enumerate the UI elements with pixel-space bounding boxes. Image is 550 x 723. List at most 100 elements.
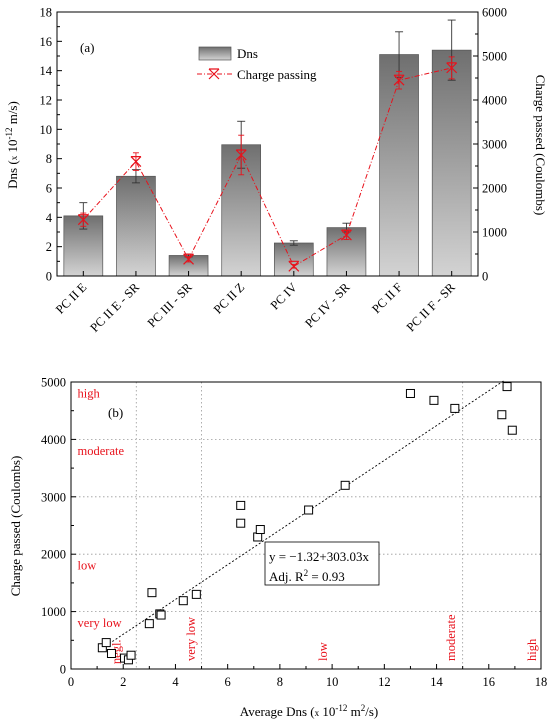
data-point xyxy=(144,619,154,629)
x-tick-label: 16 xyxy=(483,675,496,689)
panel-label-b: (b) xyxy=(108,405,123,420)
data-point xyxy=(429,395,439,405)
zone-label-x: very low xyxy=(184,617,198,661)
y2-tick-label: 4000 xyxy=(482,94,507,108)
y-tick-label: 2000 xyxy=(41,548,66,562)
charge-marker xyxy=(446,62,458,74)
charge-marker xyxy=(183,253,194,265)
x-category-label: PC II E xyxy=(53,280,90,317)
y-tick-label: 16 xyxy=(40,35,53,49)
x-tick-label: 8 xyxy=(277,675,283,689)
y2-tick-label: 0 xyxy=(482,270,488,284)
y-tick-label: 1000 xyxy=(41,605,66,619)
y-tick-label: 5000 xyxy=(41,376,66,390)
x-category-label: PC II Z xyxy=(211,280,247,316)
x-axis-categories: PC II EPC II E - SR PC III - SR PC II Z PC … xyxy=(53,271,458,335)
x-tick-label: 18 xyxy=(535,675,548,689)
charge-marker xyxy=(130,156,142,168)
y-tick-label: 10 xyxy=(40,123,53,137)
legend-charge-marker xyxy=(208,68,220,80)
y-axis-ticks-b: 0 1000 2000 3000 4000 5000 xyxy=(41,376,76,677)
zone-label-x: moderate xyxy=(444,614,458,661)
zone-label-y: very low xyxy=(78,616,122,630)
zone-label-x: low xyxy=(316,642,330,661)
zone-label-x: high xyxy=(525,638,539,661)
data-point xyxy=(255,525,265,535)
data-point xyxy=(101,638,111,648)
legend-a: Dns Charge passing xyxy=(197,46,317,82)
fit-line xyxy=(102,379,505,649)
data-point xyxy=(450,403,460,413)
x-axis-ticks-b: 0 2 4 6 8 10 12 14 16 18 xyxy=(68,664,547,689)
y-tick-label: 0 xyxy=(46,270,52,284)
data-point xyxy=(340,480,350,490)
charge-passing-series xyxy=(77,56,458,272)
data-point xyxy=(156,610,166,620)
data-point xyxy=(507,425,517,435)
y2-tick-label: 2000 xyxy=(482,182,507,196)
data-point xyxy=(253,532,263,542)
data-point xyxy=(147,588,157,598)
data-point xyxy=(304,505,314,515)
fit-annotation: y = −1.32+303.03x Adj. R2 = 0.93 xyxy=(264,541,380,586)
x-tick-label: 6 xyxy=(225,675,231,689)
y-tick-label: 3000 xyxy=(41,490,66,504)
legend-dns-swatch xyxy=(198,46,232,61)
y-tick-label: 2 xyxy=(46,240,52,254)
charge-passing-line xyxy=(82,67,452,268)
data-point xyxy=(126,650,136,660)
x-category-label: PC III - SR xyxy=(145,280,195,330)
x-category-label: PC II F xyxy=(369,280,405,316)
data-point xyxy=(106,649,116,659)
charge-marker xyxy=(235,149,247,161)
charge-marker xyxy=(341,229,352,241)
data-point xyxy=(236,518,246,528)
x-tick-label: 14 xyxy=(430,675,443,689)
x-tick-label: 2 xyxy=(120,675,126,689)
y-axis-title-a: Dns (x 10-12 m/s) xyxy=(4,101,20,189)
x-tick-label: 4 xyxy=(172,675,179,689)
x-category-label: PC IV xyxy=(268,280,300,312)
y2-axis-title-a: Charge passed (Coulombs) xyxy=(533,75,548,216)
regression-line xyxy=(102,379,505,649)
legend-charge-label: Charge passing xyxy=(237,67,317,82)
dns-bar xyxy=(273,242,314,277)
y-tick-label: 6 xyxy=(46,182,52,196)
scatter-series xyxy=(97,382,517,665)
panel-label-a: (a) xyxy=(80,40,94,55)
y-tick-label: 18 xyxy=(40,6,53,20)
zone-label-y: moderate xyxy=(78,444,125,458)
fit-equation: y = −1.32+303.03x xyxy=(269,549,369,564)
left-axis-ticks: 0 2 4 6 8 10 12 14 16 18 xyxy=(40,6,62,284)
data-point xyxy=(191,589,201,599)
x-category-label: PC II E - SR xyxy=(87,280,142,335)
charge-marker xyxy=(288,260,300,272)
x-tick-label: 10 xyxy=(326,675,339,689)
charge-marker xyxy=(393,74,405,86)
y-tick-label: 0 xyxy=(60,663,66,677)
y-tick-label: 14 xyxy=(40,64,53,78)
x-category-label: PC IV - SR xyxy=(302,280,353,331)
data-point xyxy=(405,388,415,398)
data-point xyxy=(178,596,188,606)
dns-bar xyxy=(116,175,156,277)
legend-dns-label: Dns xyxy=(237,46,258,61)
charge-marker xyxy=(77,214,89,226)
data-point xyxy=(497,410,507,420)
y-axis-title-b: Charge passed (Coulombs) xyxy=(8,456,23,597)
data-point xyxy=(502,382,512,392)
y-tick-label: 8 xyxy=(46,152,52,166)
grid-b xyxy=(71,382,541,669)
zone-label-y: low xyxy=(78,559,97,573)
x-tick-label: 0 xyxy=(68,675,74,689)
fit-r2: Adj. R2 = 0.93 xyxy=(269,568,345,584)
fit-annotation-box xyxy=(264,541,380,586)
y-tick-label: 12 xyxy=(40,94,53,108)
y2-tick-label: 6000 xyxy=(482,6,507,20)
x-axis-title-b: Average Dns (x 10-12 m2/s) xyxy=(240,703,378,719)
right-axis-ticks: 0 1000 2000 3000 4000 5000 6000 xyxy=(473,6,507,284)
dns-bar xyxy=(431,49,472,277)
data-point xyxy=(236,500,246,510)
